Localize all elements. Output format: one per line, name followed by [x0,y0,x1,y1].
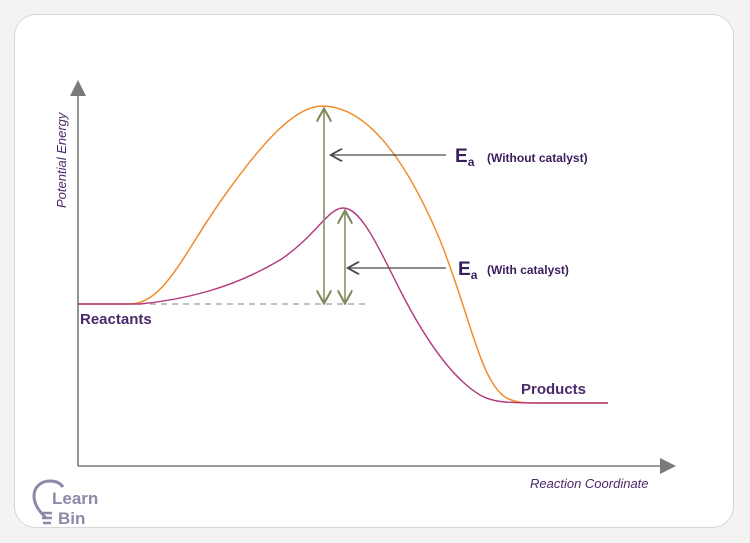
ea-without-label: Ea [455,146,475,169]
logo-text-line1: Learn [52,489,98,508]
reactants-label: Reactants [80,311,152,328]
diagram-card [14,14,734,528]
ea-with-label: Ea [458,259,478,282]
x-axis-label: Reaction Coordinate [530,476,649,491]
ea-with-symbol: E [458,259,471,280]
ea-without-note: (Without catalyst) [487,151,588,165]
products-label: Products [521,381,586,398]
ea-with-subscript: a [471,268,478,282]
uncatalyzed-curve [78,105,608,404]
logo-text-line2: Bin [58,509,85,528]
ea-with-note: (With catalyst) [487,263,569,277]
lightbulb-icon [32,479,65,525]
catalyzed-curve [78,207,608,404]
ea-without-symbol: E [455,146,468,167]
y-axis-label: Potential Energy [54,111,69,208]
ea-without-subscript: a [468,155,475,169]
learnbin-logo: Learn Bin [32,479,98,528]
